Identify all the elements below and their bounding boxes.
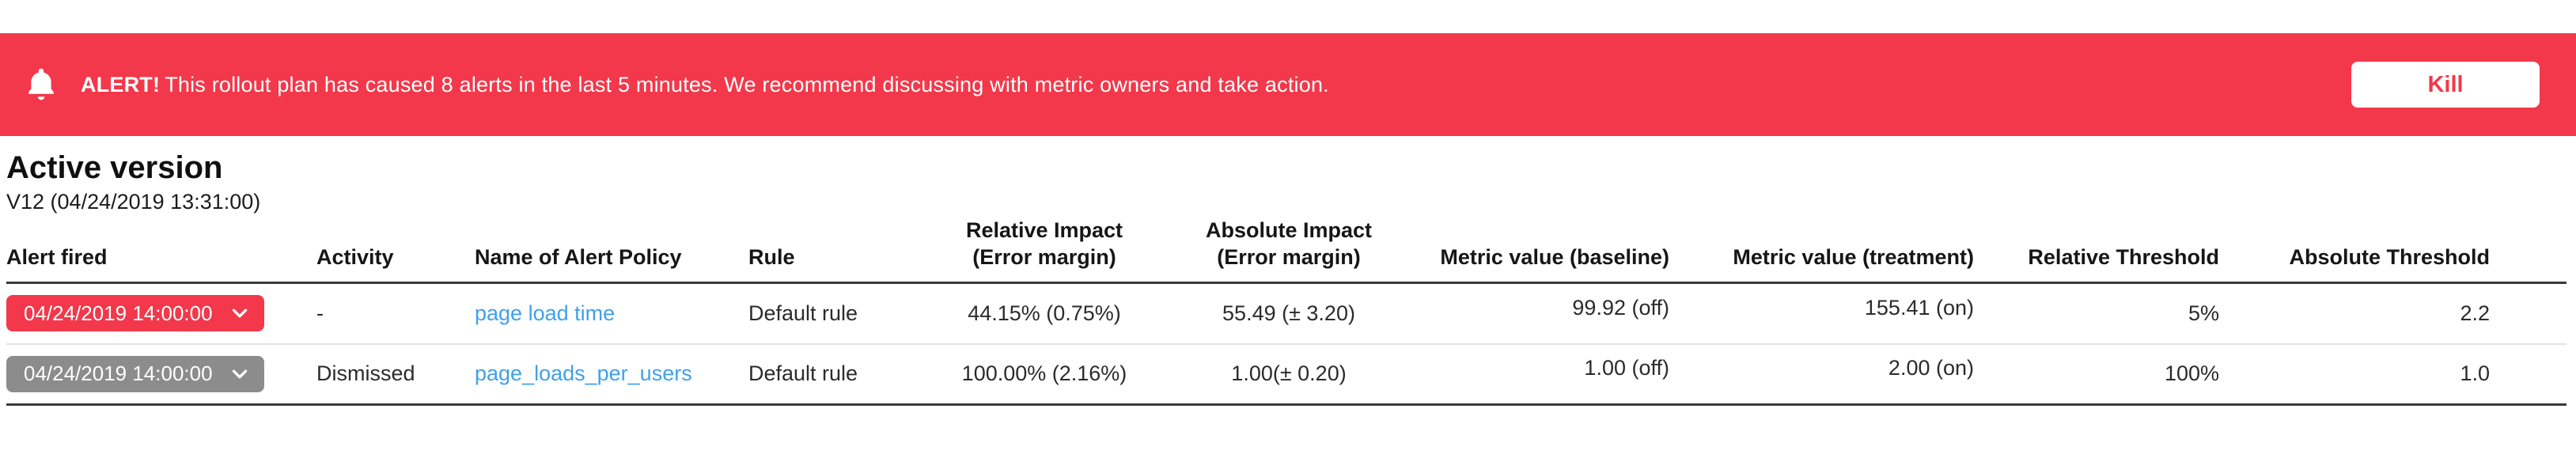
column-header-rule: Rule [748, 217, 899, 284]
rule-cell: Default rule [748, 282, 899, 345]
alert-banner-message: This rollout plan has caused 8 alerts in… [165, 72, 1329, 96]
kill-button[interactable]: Kill [2351, 62, 2540, 108]
metric-treatment-cell: 155.41 (on) [1669, 282, 1974, 345]
column-header-metric-baseline: Metric value (baseline) [1388, 217, 1669, 284]
relative-impact-cell: 44.15% (0.75%) [899, 282, 1190, 345]
relative-impact-cell: 100.00% (2.16%) [899, 343, 1190, 406]
alert-fired-date: 04/24/2019 14:00:00 [24, 301, 213, 325]
alert-fired-cell: 04/24/2019 14:00:00 [6, 282, 316, 345]
metric-baseline-cell: 99.92 (off) [1388, 282, 1669, 345]
alert-fired-dropdown[interactable]: 04/24/2019 14:00:00 [6, 355, 264, 392]
relative-threshold-cell: 100% [1974, 343, 2219, 406]
table-row: 04/24/2019 14:00:00 Dismissed page_loads… [6, 343, 2567, 406]
alert-fired-cell: 04/24/2019 14:00:00 [6, 343, 316, 406]
bell-icon [28, 68, 54, 100]
version-subtitle: V12 (04/24/2019 13:31:00) [6, 190, 261, 214]
absolute-threshold-cell: 2.2 [2219, 282, 2567, 345]
activity-cell: Dismissed [316, 343, 475, 406]
alert-fired-date: 04/24/2019 14:00:00 [24, 361, 213, 386]
relative-threshold-cell: 5% [1974, 282, 2219, 345]
table-row: 04/24/2019 14:00:00 - page load time Def… [6, 282, 2567, 345]
alert-banner: ALERT! This rollout plan has caused 8 ale… [0, 33, 2576, 136]
table-header-row: Alert fired Activity Name of Alert Polic… [6, 217, 2567, 284]
chevron-down-icon [232, 308, 248, 318]
column-header-metric-treatment: Metric value (treatment) [1669, 217, 1974, 284]
alert-banner-title: ALERT! [81, 72, 161, 96]
policy-link[interactable]: page load time [475, 301, 616, 325]
rule-cell: Default rule [748, 343, 899, 406]
absolute-threshold-cell: 1.0 [2219, 343, 2567, 406]
chevron-down-icon [232, 369, 248, 379]
column-header-policy-name: Name of Alert Policy [475, 217, 748, 284]
absolute-impact-cell: 55.49 (± 3.20) [1190, 282, 1388, 345]
alert-fired-dropdown[interactable]: 04/24/2019 14:00:00 [6, 295, 264, 332]
policy-link[interactable]: page_loads_per_users [475, 361, 692, 386]
alert-banner-text: ALERT! This rollout plan has caused 8 ale… [81, 73, 1329, 97]
page-title: Active version [6, 150, 223, 185]
column-header-relative-impact: Relative Impact (Error margin) [899, 217, 1190, 284]
column-header-activity: Activity [316, 217, 475, 284]
column-header-alert-fired: Alert fired [6, 217, 316, 284]
metric-treatment-cell: 2.00 (on) [1669, 343, 1974, 406]
column-header-absolute-impact: Absolute Impact (Error margin) [1190, 217, 1388, 284]
activity-cell: - [316, 282, 475, 345]
absolute-impact-cell: 1.00(± 0.20) [1190, 343, 1388, 406]
metric-baseline-cell: 1.00 (off) [1388, 343, 1669, 406]
column-header-relative-threshold: Relative Threshold [1974, 217, 2219, 284]
alerts-table: Alert fired Activity Name of Alert Polic… [6, 217, 2567, 406]
column-header-absolute-threshold: Absolute Threshold [2219, 217, 2567, 284]
